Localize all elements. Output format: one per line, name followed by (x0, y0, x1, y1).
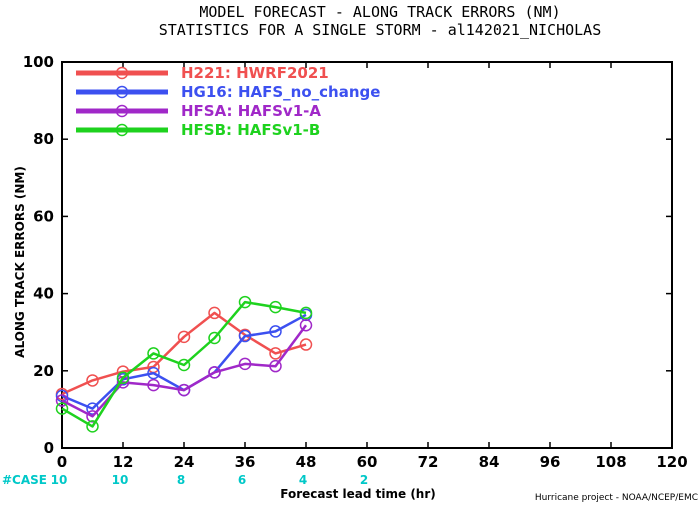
data-point (177, 330, 191, 344)
data-point (299, 338, 313, 351)
data-point (238, 357, 252, 371)
data-point (177, 383, 191, 397)
data-point (147, 347, 160, 360)
y-tick-label: 40 (33, 285, 54, 303)
legend-marker (115, 85, 129, 99)
series-line (61, 313, 307, 410)
legend-label: HFSA: HAFSv1-A (181, 102, 321, 120)
x-axis-title: Forecast lead time (hr) (280, 487, 436, 501)
y-tick-label: 0 (44, 439, 54, 457)
series-line (61, 324, 308, 418)
case-count: 2 (360, 473, 368, 487)
data-point (238, 295, 252, 309)
data-point (147, 366, 160, 380)
case-count-row: #CASE 10 10 8 6 4 2 (2, 473, 368, 487)
series-0 (55, 306, 313, 401)
data-point (86, 420, 99, 433)
data-point (299, 306, 313, 320)
data-point (208, 331, 221, 345)
series-line (61, 300, 307, 428)
legend-label: HFSB: HAFSv1-B (181, 121, 320, 139)
legend-item: HFSB: HAFSv1-B (76, 121, 320, 139)
data-point (269, 325, 282, 338)
data-point (86, 374, 99, 387)
legend-label: HG16: HAFS_no_change (181, 83, 380, 101)
case-count: 10 (112, 473, 129, 487)
case-count: 4 (299, 473, 307, 487)
x-tick-label: 108 (595, 453, 626, 471)
legend-label: H221: HWRF2021 (181, 64, 329, 82)
case-label: #CASE (2, 473, 47, 487)
x-tick-label: 96 (540, 453, 561, 471)
chart-title-line2: STATISTICS FOR A SINGLE STORM - al142021… (159, 21, 602, 39)
chart-title-line1: MODEL FORECAST - ALONG TRACK ERRORS (NM) (199, 3, 560, 21)
legend-item: HG16: HAFS_no_change (76, 83, 380, 101)
data-point (177, 358, 191, 372)
x-tick-label: 48 (296, 453, 317, 471)
case-count: 8 (177, 473, 185, 487)
x-tick-label: 120 (656, 453, 687, 471)
legend-marker (115, 66, 129, 80)
x-tick-label: 72 (418, 453, 439, 471)
y-axis-title: ALONG TRACK ERRORS (NM) (13, 166, 27, 358)
data-point (238, 329, 252, 343)
x-tick-label: 36 (235, 453, 256, 471)
y-tick-label: 60 (33, 207, 54, 225)
series-line (61, 311, 307, 396)
data-point (208, 366, 221, 379)
legend-item: HFSA: HAFSv1-A (76, 102, 321, 120)
y-tick-label: 100 (23, 53, 54, 71)
case-count: 6 (238, 473, 246, 487)
x-tick-label: 84 (479, 453, 500, 471)
data-point (116, 371, 130, 384)
x-tick-label: 0 (57, 453, 67, 471)
data-point (269, 300, 282, 314)
data-point (299, 319, 313, 332)
credit-text: Hurricane project - NOAA/NCEP/EMC (535, 493, 698, 503)
legend-marker (115, 104, 129, 118)
x-tick-label: 60 (357, 453, 378, 471)
x-tick-label: 24 (174, 453, 195, 471)
legend-marker (115, 123, 129, 137)
data-point (208, 306, 221, 320)
y-tick-label: 80 (33, 130, 54, 148)
legend-item: H221: HWRF2021 (76, 64, 329, 82)
series-3 (55, 295, 313, 433)
data-point (147, 378, 160, 392)
y-tick-label: 20 (33, 362, 54, 380)
data-point (55, 402, 69, 415)
x-tick-label: 12 (113, 453, 134, 471)
data-point (269, 359, 282, 373)
data-point (269, 347, 282, 360)
axis-ticks: 0 12 24 36 48 60 72 84 96 108 120 0 20 40 60 80 100 (23, 53, 688, 471)
series-layer (55, 295, 313, 433)
case-count: 10 (51, 473, 68, 487)
data-point (55, 394, 69, 407)
